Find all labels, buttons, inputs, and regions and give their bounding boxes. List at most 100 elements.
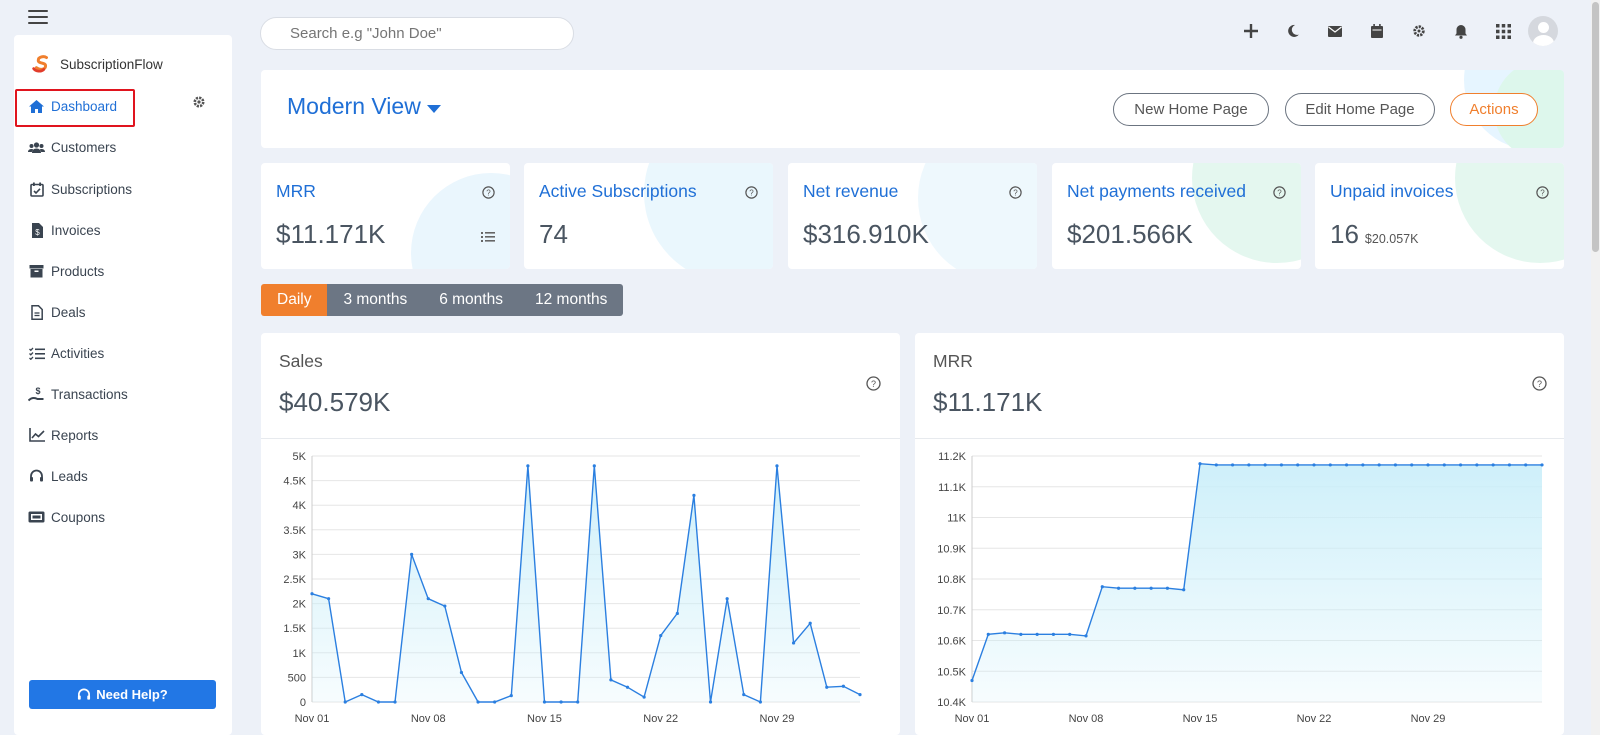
x-tick-label: Nov 15 xyxy=(527,713,562,725)
svg-text:?: ? xyxy=(1540,189,1545,198)
calendar-icon[interactable] xyxy=(1356,16,1398,46)
area-fill xyxy=(312,465,860,702)
apps-grid-icon[interactable] xyxy=(1482,16,1524,46)
y-tick-label: 1K xyxy=(293,648,307,660)
tab-daily[interactable]: Daily xyxy=(261,284,328,316)
tab-12-months[interactable]: 12 months xyxy=(518,284,624,316)
y-tick-label: 1.5K xyxy=(283,623,306,635)
help-icon[interactable]: ? xyxy=(745,186,758,199)
sidebar-item-label: Activities xyxy=(51,345,105,361)
stat-sub-value: $20.057K xyxy=(1364,232,1419,246)
view-header: Modern View New Home Page Edit Home Page… xyxy=(261,70,1564,148)
data-point xyxy=(986,632,990,636)
search-input[interactable] xyxy=(260,17,574,50)
y-tick-label: 11K xyxy=(947,513,966,525)
tab-6-months[interactable]: 6 months xyxy=(423,284,519,316)
x-tick-label: Nov 29 xyxy=(1411,713,1446,725)
data-point xyxy=(725,597,729,601)
menu-icon[interactable] xyxy=(28,10,48,24)
new-home-page-button[interactable]: New Home Page xyxy=(1113,93,1269,126)
data-point xyxy=(858,693,862,697)
sidebar-item-label: Reports xyxy=(51,427,99,443)
gear-icon[interactable] xyxy=(192,95,206,109)
brand[interactable]: SubscriptionFlow xyxy=(30,53,163,75)
help-icon[interactable]: ? xyxy=(1536,186,1549,199)
data-point xyxy=(542,700,547,704)
active-highlight xyxy=(15,89,135,127)
y-tick-label: 10.9K xyxy=(937,543,966,555)
invoice-icon: $ xyxy=(28,222,45,238)
help-icon[interactable]: ? xyxy=(866,376,881,391)
sidebar-item-customers[interactable]: Customers xyxy=(28,137,116,157)
tab-3-months[interactable]: 3 months xyxy=(327,284,424,316)
data-point xyxy=(393,700,397,704)
sidebar-item-dashboard[interactable]: Dashboard xyxy=(28,96,117,116)
data-point xyxy=(1198,462,1202,466)
sidebar-item-coupons[interactable]: Coupons xyxy=(28,507,105,527)
sidebar-item-label: Products xyxy=(51,263,105,279)
x-tick-label: Nov 01 xyxy=(955,713,990,725)
data-point xyxy=(1051,632,1056,636)
x-tick-label: Nov 22 xyxy=(1297,713,1332,725)
sidebar-item-leads[interactable]: Leads xyxy=(28,466,88,486)
data-point xyxy=(493,700,497,704)
y-tick-label: 5K xyxy=(293,451,307,463)
settings-icon[interactable] xyxy=(1398,16,1440,46)
svg-text:?: ? xyxy=(749,189,754,198)
stat-card-active-subscriptions: Active Subscriptions ? 74 xyxy=(524,163,773,269)
sidebar-item-reports[interactable]: Reports xyxy=(28,425,98,445)
data-point xyxy=(675,611,679,616)
home-icon xyxy=(28,98,45,114)
svg-text:$: $ xyxy=(35,387,40,396)
sidebar-item-deals[interactable]: Deals xyxy=(28,302,86,322)
need-help-button[interactable]: Need Help? xyxy=(29,680,216,709)
headset-icon xyxy=(28,468,45,484)
x-tick-label: Nov 29 xyxy=(760,713,795,725)
data-point xyxy=(426,597,430,601)
stat-card-mrr: MRR ? $11.171K xyxy=(261,163,510,269)
data-point xyxy=(1312,463,1316,467)
add-icon[interactable] xyxy=(1230,16,1272,46)
help-icon[interactable]: ? xyxy=(1009,186,1022,199)
sidebar-item-subscriptions[interactable]: Subscriptions xyxy=(28,179,132,199)
moon-icon[interactable] xyxy=(1272,16,1314,46)
bell-icon[interactable] xyxy=(1440,16,1482,46)
y-tick-label: 0 xyxy=(300,697,306,709)
data-point xyxy=(410,552,414,556)
stat-value: $11.171K xyxy=(276,219,385,250)
stat-value-text: $201.566K xyxy=(1067,219,1193,249)
data-point xyxy=(642,695,646,699)
y-tick-label: 2K xyxy=(293,599,307,611)
headset-icon xyxy=(78,688,91,700)
list-icon[interactable] xyxy=(481,231,495,243)
avatar[interactable] xyxy=(1528,16,1558,46)
y-tick-label: 11.2K xyxy=(938,451,967,463)
mail-icon[interactable] xyxy=(1314,16,1356,46)
data-point xyxy=(825,685,829,689)
data-point xyxy=(808,621,812,625)
sidebar-item-transactions[interactable]: $ Transactions xyxy=(28,384,128,404)
page-scrollbar[interactable] xyxy=(1591,0,1600,735)
sidebar-item-invoices[interactable]: $ Invoices xyxy=(28,220,101,240)
help-icon[interactable]: ? xyxy=(1273,186,1286,199)
data-point xyxy=(742,693,746,697)
sidebar-item-label: Dashboard xyxy=(51,98,118,114)
help-icon[interactable]: ? xyxy=(482,186,495,199)
data-point xyxy=(1002,631,1007,635)
scrollbar-thumb[interactable] xyxy=(1592,2,1599,252)
view-selector[interactable]: Modern View xyxy=(287,93,441,120)
sidebar-item-label: Coupons xyxy=(51,509,106,525)
data-point xyxy=(1019,632,1023,636)
data-point xyxy=(360,693,364,697)
ticket-icon xyxy=(28,509,45,525)
sidebar-item-products[interactable]: Products xyxy=(28,261,104,281)
data-point xyxy=(1100,585,1104,589)
actions-button[interactable]: Actions xyxy=(1450,93,1538,126)
edit-home-page-button[interactable]: Edit Home Page xyxy=(1285,93,1435,126)
stat-value-text: $316.910K xyxy=(803,219,929,249)
data-point xyxy=(576,700,580,704)
sidebar-item-activities[interactable]: Activities xyxy=(28,343,104,363)
stat-title: Net revenue xyxy=(803,181,899,201)
y-tick-label: 4.5K xyxy=(283,476,306,488)
help-icon[interactable]: ? xyxy=(1532,376,1547,391)
